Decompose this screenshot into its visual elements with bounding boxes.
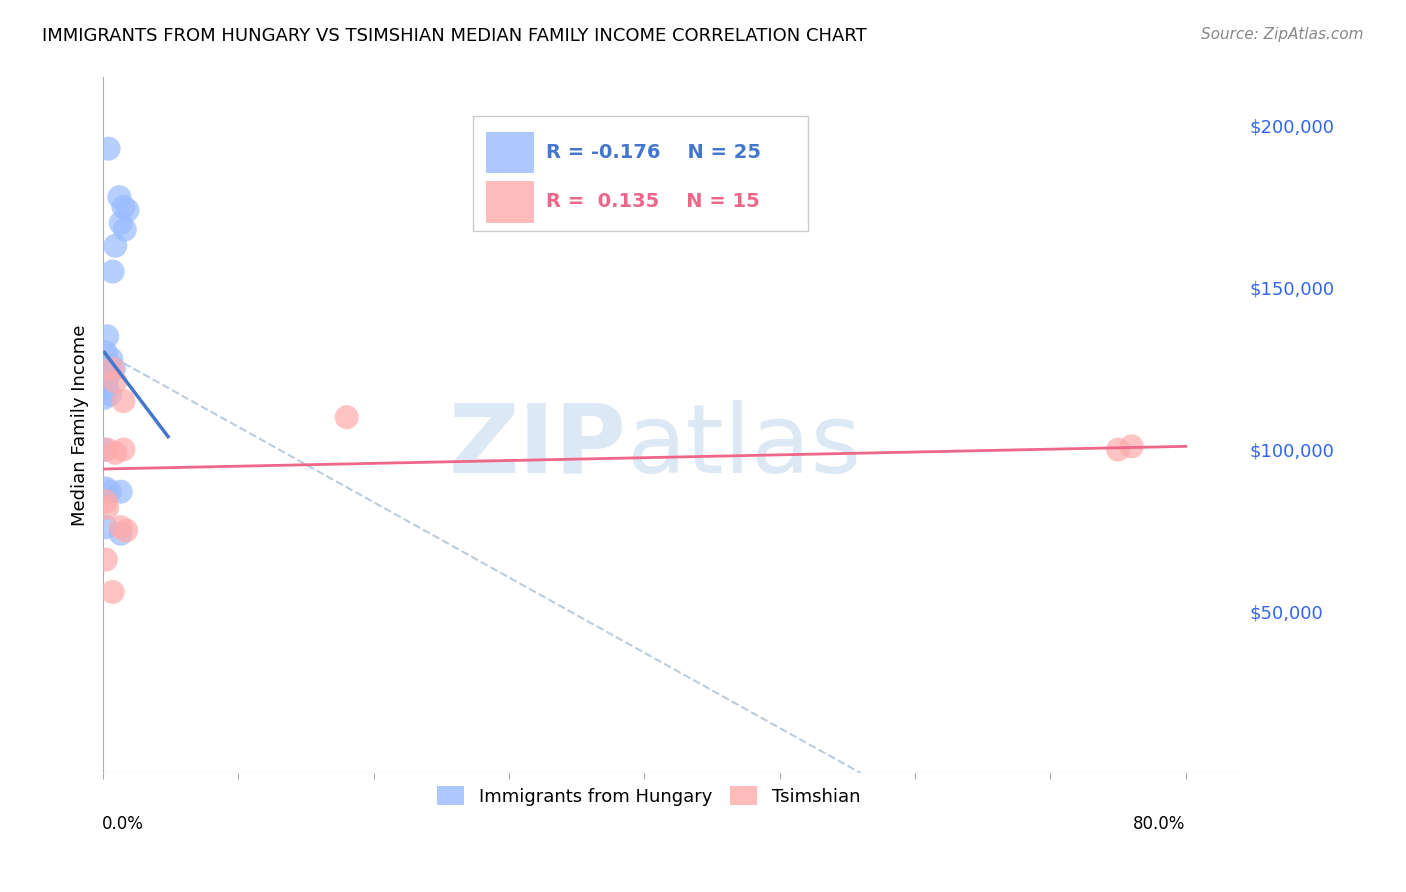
- Point: [98, 484, 121, 499]
- Point: [110, 526, 132, 541]
- Point: [112, 442, 135, 457]
- Point: [100, 351, 122, 366]
- Point: [103, 361, 125, 376]
- FancyBboxPatch shape: [472, 116, 808, 230]
- Point: [1107, 442, 1129, 457]
- Point: [114, 222, 136, 236]
- Point: [110, 216, 132, 230]
- Point: [110, 520, 132, 534]
- Point: [93, 391, 115, 405]
- Point: [112, 200, 135, 214]
- Point: [94, 520, 117, 534]
- Point: [98, 387, 121, 401]
- Text: atlas: atlas: [626, 400, 860, 492]
- FancyBboxPatch shape: [486, 131, 534, 173]
- Point: [93, 442, 115, 457]
- Point: [94, 371, 117, 385]
- Point: [101, 264, 124, 278]
- Legend: Immigrants from Hungary, Tsimshian: Immigrants from Hungary, Tsimshian: [430, 779, 868, 813]
- Point: [104, 446, 127, 460]
- Point: [101, 361, 124, 376]
- Point: [97, 142, 120, 156]
- Point: [96, 442, 118, 457]
- Text: 0.0%: 0.0%: [103, 815, 143, 833]
- Point: [108, 190, 131, 204]
- Text: ZIP: ZIP: [449, 400, 626, 492]
- Point: [112, 394, 135, 409]
- Point: [96, 500, 118, 515]
- Point: [94, 552, 117, 566]
- Text: 80.0%: 80.0%: [1133, 815, 1185, 833]
- Point: [97, 368, 120, 383]
- Point: [110, 484, 132, 499]
- Point: [96, 329, 118, 343]
- Point: [104, 375, 127, 389]
- Point: [94, 381, 117, 395]
- Point: [336, 410, 359, 425]
- FancyBboxPatch shape: [486, 181, 534, 223]
- Point: [94, 494, 117, 508]
- Text: Source: ZipAtlas.com: Source: ZipAtlas.com: [1201, 27, 1364, 42]
- Point: [115, 524, 138, 538]
- Y-axis label: Median Family Income: Median Family Income: [72, 325, 89, 526]
- Text: R = -0.176    N = 25: R = -0.176 N = 25: [547, 143, 762, 162]
- Point: [1121, 439, 1143, 453]
- Point: [117, 203, 139, 218]
- Point: [94, 345, 117, 359]
- Point: [104, 238, 127, 252]
- Point: [98, 359, 121, 373]
- Text: R =  0.135    N = 15: R = 0.135 N = 15: [547, 193, 761, 211]
- Point: [101, 585, 124, 599]
- Point: [94, 482, 117, 496]
- Text: IMMIGRANTS FROM HUNGARY VS TSIMSHIAN MEDIAN FAMILY INCOME CORRELATION CHART: IMMIGRANTS FROM HUNGARY VS TSIMSHIAN MED…: [42, 27, 868, 45]
- Point: [96, 377, 118, 392]
